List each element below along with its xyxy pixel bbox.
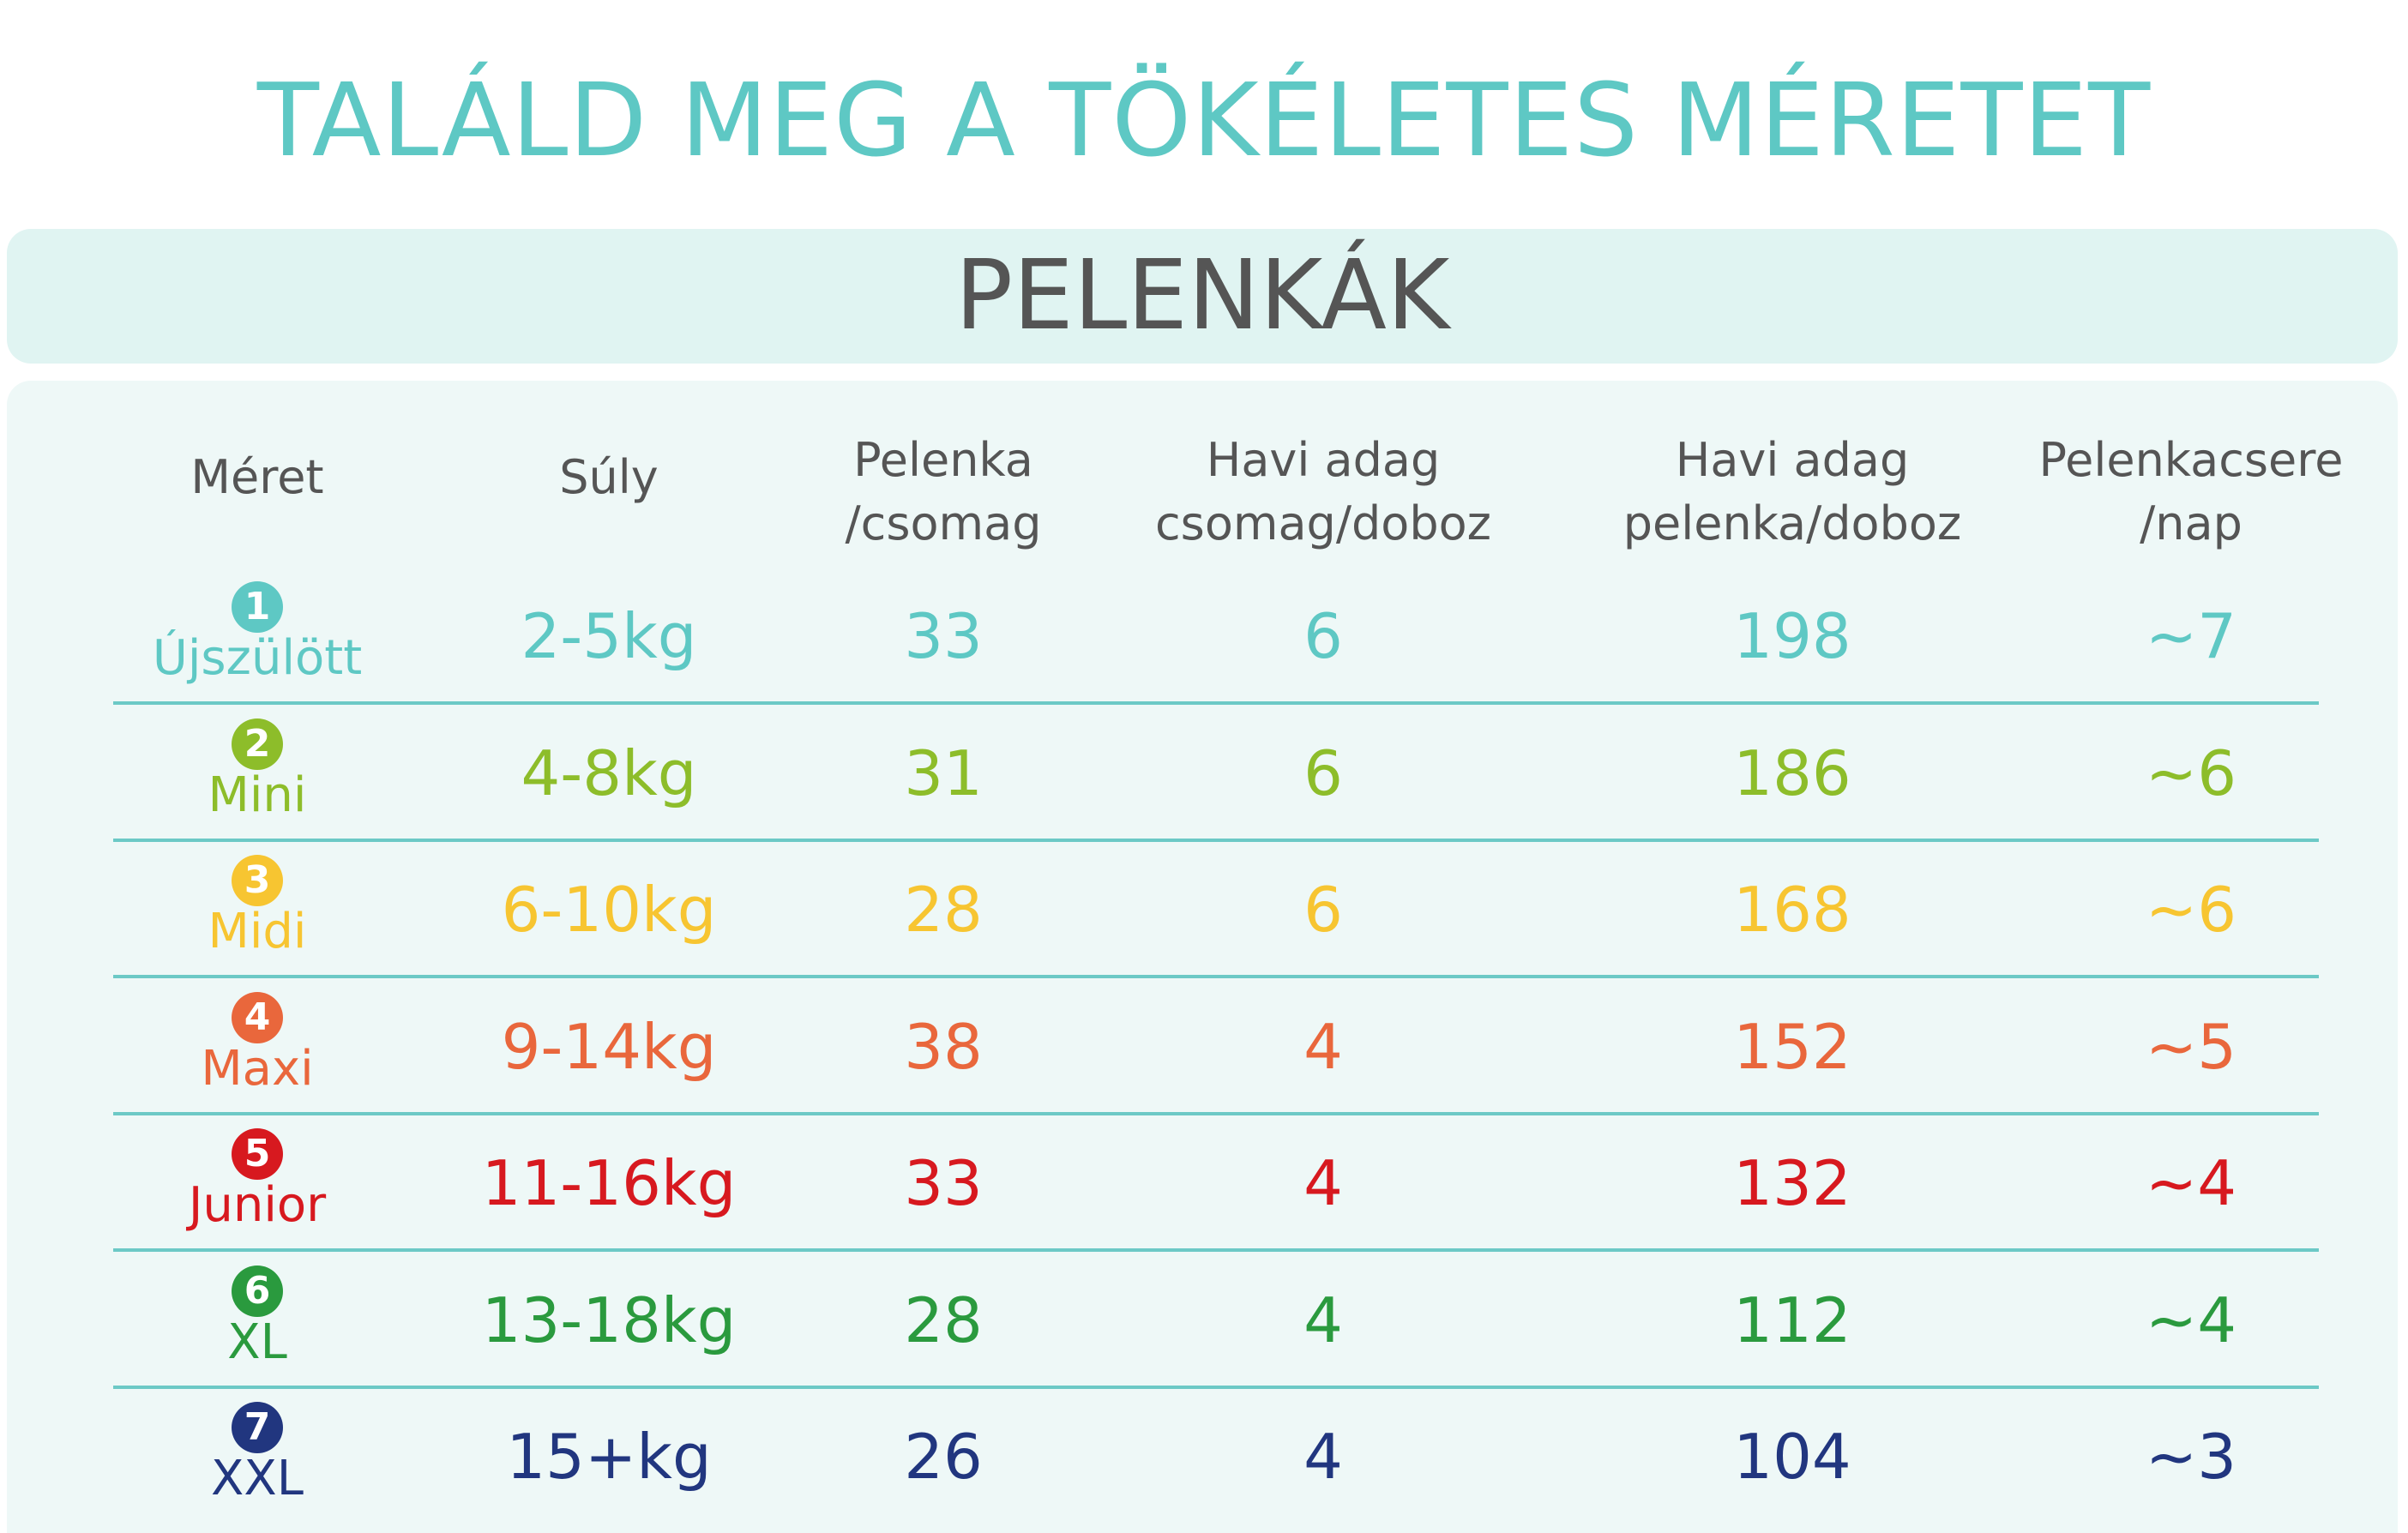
header-line: Súly [559, 450, 659, 504]
packs-per-box-value: 4 [1303, 1421, 1343, 1493]
header-havi-pelenka: Havi adag pelenka/doboz [1623, 429, 1962, 556]
per-pack-value: 33 [904, 1147, 983, 1219]
size-number-badge: 2 [232, 718, 283, 770]
diapers-per-box-value: 152 [1733, 1010, 1851, 1083]
row-divider [113, 1248, 2319, 1252]
weight-value: 11-16kg [481, 1147, 737, 1219]
row-divider [113, 838, 2319, 842]
per-pack-value: 28 [904, 874, 983, 946]
row-divider [113, 1111, 2319, 1115]
header-line: Havi adag [1675, 433, 1910, 487]
size-cell: 7 XXL [103, 1402, 412, 1506]
size-name: Maxi [201, 1040, 314, 1097]
size-number-badge: 4 [232, 991, 283, 1043]
per-pack-value: 31 [904, 736, 983, 809]
size-name: Mini [208, 766, 307, 823]
weight-value: 9-14kg [501, 1010, 717, 1083]
size-name: Junior [188, 1177, 327, 1233]
section-banner: PELENKÁK [7, 229, 2398, 364]
header-line: Havi adag [1206, 433, 1441, 487]
packs-per-box-value: 6 [1303, 600, 1343, 672]
diapers-per-box-value: 104 [1733, 1421, 1851, 1493]
header-line: /nap [2140, 496, 2242, 550]
row-divider [113, 1385, 2319, 1389]
packs-per-box-value: 6 [1303, 874, 1343, 946]
row-divider [113, 975, 2319, 978]
header-havi-csomag: Havi adag csomag/doboz [1155, 429, 1491, 556]
size-cell: 6 XL [103, 1265, 412, 1370]
header-line: Méret [190, 450, 324, 504]
weight-value: 4-8kg [521, 736, 697, 809]
packs-per-box-value: 4 [1303, 1147, 1343, 1219]
size-number-badge: 7 [232, 1402, 283, 1453]
changes-per-day-value: ~3 [2145, 1421, 2237, 1493]
size-name: Midi [208, 904, 307, 959]
header-line: /csomag [845, 496, 1042, 550]
section-title: PELENKÁK [954, 240, 1450, 352]
size-table-panel [7, 381, 2398, 1533]
changes-per-day-value: ~6 [2145, 736, 2237, 809]
size-name: XXL [211, 1451, 304, 1506]
changes-per-day-value: ~4 [2145, 1284, 2237, 1356]
header-line: pelenka/doboz [1622, 496, 1962, 550]
header-line: Pelenkacsere [2038, 433, 2344, 487]
per-pack-value: 28 [904, 1284, 983, 1356]
changes-per-day-value: ~7 [2145, 600, 2237, 672]
diapers-per-box-value: 112 [1733, 1284, 1851, 1356]
changes-per-day-value: ~4 [2145, 1147, 2237, 1219]
size-cell: 5 Junior [103, 1128, 412, 1233]
per-pack-value: 33 [904, 600, 983, 672]
packs-per-box-value: 6 [1303, 736, 1343, 809]
header-meret: Méret [190, 446, 323, 509]
packs-per-box-value: 4 [1303, 1284, 1343, 1356]
changes-per-day-value: ~6 [2145, 874, 2237, 946]
changes-per-day-value: ~5 [2145, 1010, 2237, 1083]
per-pack-value: 38 [904, 1010, 983, 1083]
header-pelenka-csomag: Pelenka/csomag [845, 429, 1041, 556]
header-suly: Súly [559, 446, 658, 509]
size-number-badge: 5 [232, 1128, 283, 1180]
size-cell: 1 Újszülött [103, 581, 412, 686]
header-line: Pelenka [853, 433, 1033, 487]
weight-value: 13-18kg [481, 1284, 737, 1356]
per-pack-value: 26 [904, 1421, 983, 1493]
size-name: Újszülött [152, 630, 363, 686]
weight-value: 6-10kg [501, 874, 717, 946]
size-number-badge: 6 [232, 1265, 283, 1317]
page-title: TALÁLD MEG A TÖKÉLETES MÉRETET [256, 61, 2152, 179]
packs-per-box-value: 4 [1303, 1010, 1343, 1083]
row-divider [113, 701, 2319, 705]
size-cell: 3 Midi [103, 855, 412, 959]
diapers-per-box-value: 198 [1733, 600, 1851, 672]
weight-value: 2-5kg [521, 600, 697, 672]
header-line: csomag/doboz [1154, 496, 1492, 550]
size-number-badge: 1 [232, 581, 283, 633]
size-number-badge: 3 [232, 855, 283, 906]
weight-value: 15+kg [506, 1421, 712, 1493]
size-cell: 4 Maxi [103, 991, 412, 1097]
size-cell: 2 Mini [103, 718, 412, 823]
diapers-per-box-value: 186 [1733, 736, 1851, 809]
diapers-per-box-value: 168 [1733, 874, 1851, 946]
header-pelenkacsere: Pelenkacsere/nap [2038, 429, 2343, 556]
size-name: XL [227, 1314, 287, 1370]
diapers-per-box-value: 132 [1733, 1147, 1851, 1219]
